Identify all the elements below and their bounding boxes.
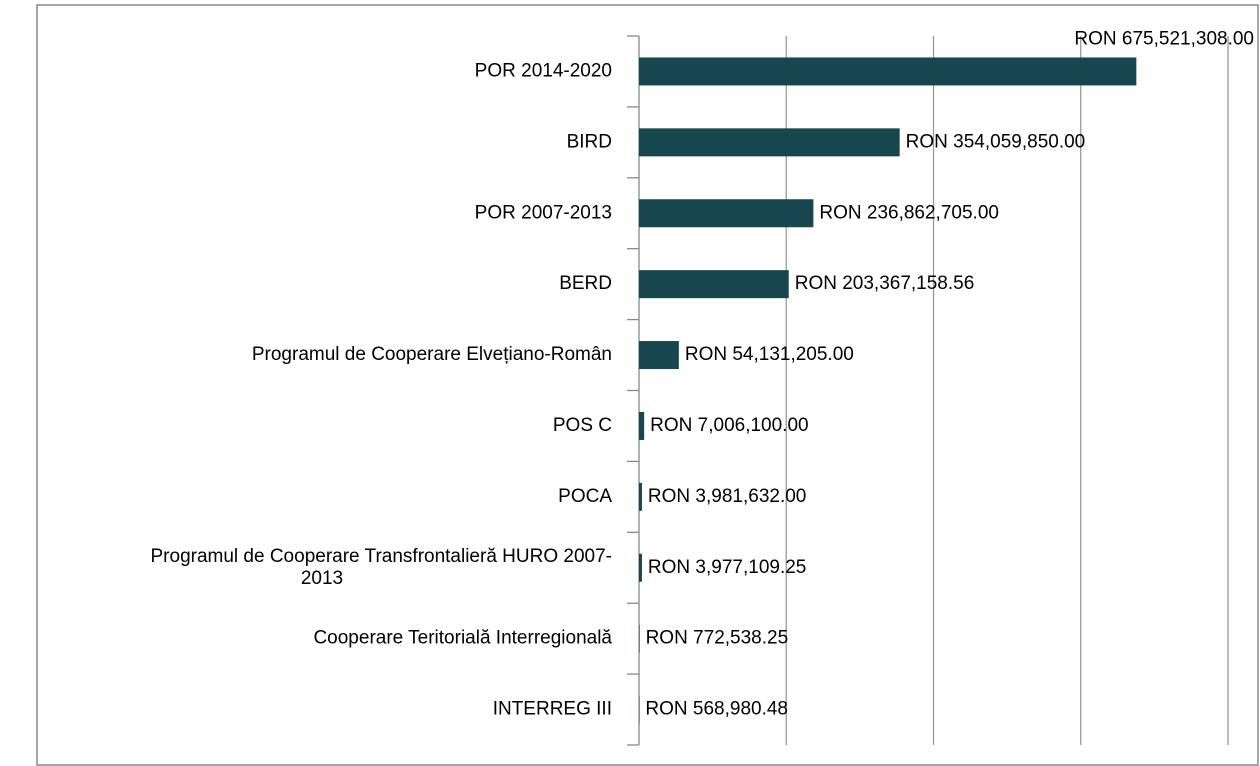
- data-label: RON 3,981,632.00: [648, 486, 806, 507]
- y-tick-label: Programul de Cooperare Transfrontalieră …: [151, 546, 613, 589]
- bar: [639, 270, 789, 299]
- bar: [639, 199, 814, 228]
- bar: [639, 411, 645, 440]
- bar: [639, 341, 679, 370]
- y-tick-label: BIRD: [567, 131, 612, 152]
- chart-frame: [36, 4, 1259, 766]
- bar: [639, 553, 642, 582]
- y-tick-label-line: 2013: [301, 568, 343, 589]
- data-label: RON 675,521,308.00: [1074, 28, 1254, 49]
- y-tick-label: Cooperare Teritorială Interregională: [313, 628, 612, 649]
- data-label: RON 568,980.48: [645, 699, 788, 720]
- data-label: RON 3,977,109.25: [648, 557, 806, 578]
- y-tick-label: Programul de Cooperare Elvețiano-Român: [252, 344, 612, 365]
- data-label: RON 236,862,705.00: [819, 202, 999, 223]
- y-tick-label: BERD: [559, 273, 612, 294]
- y-tick-label: POS C: [553, 415, 612, 436]
- bar: [639, 482, 642, 511]
- data-label: RON 354,059,850.00: [906, 131, 1086, 152]
- bar: [639, 624, 640, 653]
- y-tick-label: POR 2007-2013: [475, 202, 612, 223]
- y-tick-label: POR 2014-2020: [475, 60, 612, 81]
- y-tick-label: INTERREG III: [493, 699, 612, 720]
- data-label: RON 203,367,158.56: [795, 273, 975, 294]
- y-tick-label: POCA: [558, 486, 612, 507]
- data-label: RON 7,006,100.00: [650, 415, 808, 436]
- data-label: RON 54,131,205.00: [685, 344, 854, 365]
- bar: [639, 57, 1137, 86]
- y-tick-label-line: Programul de Cooperare Transfrontalieră …: [151, 546, 613, 567]
- data-label: RON 772,538.25: [646, 628, 789, 649]
- bar: [639, 128, 900, 157]
